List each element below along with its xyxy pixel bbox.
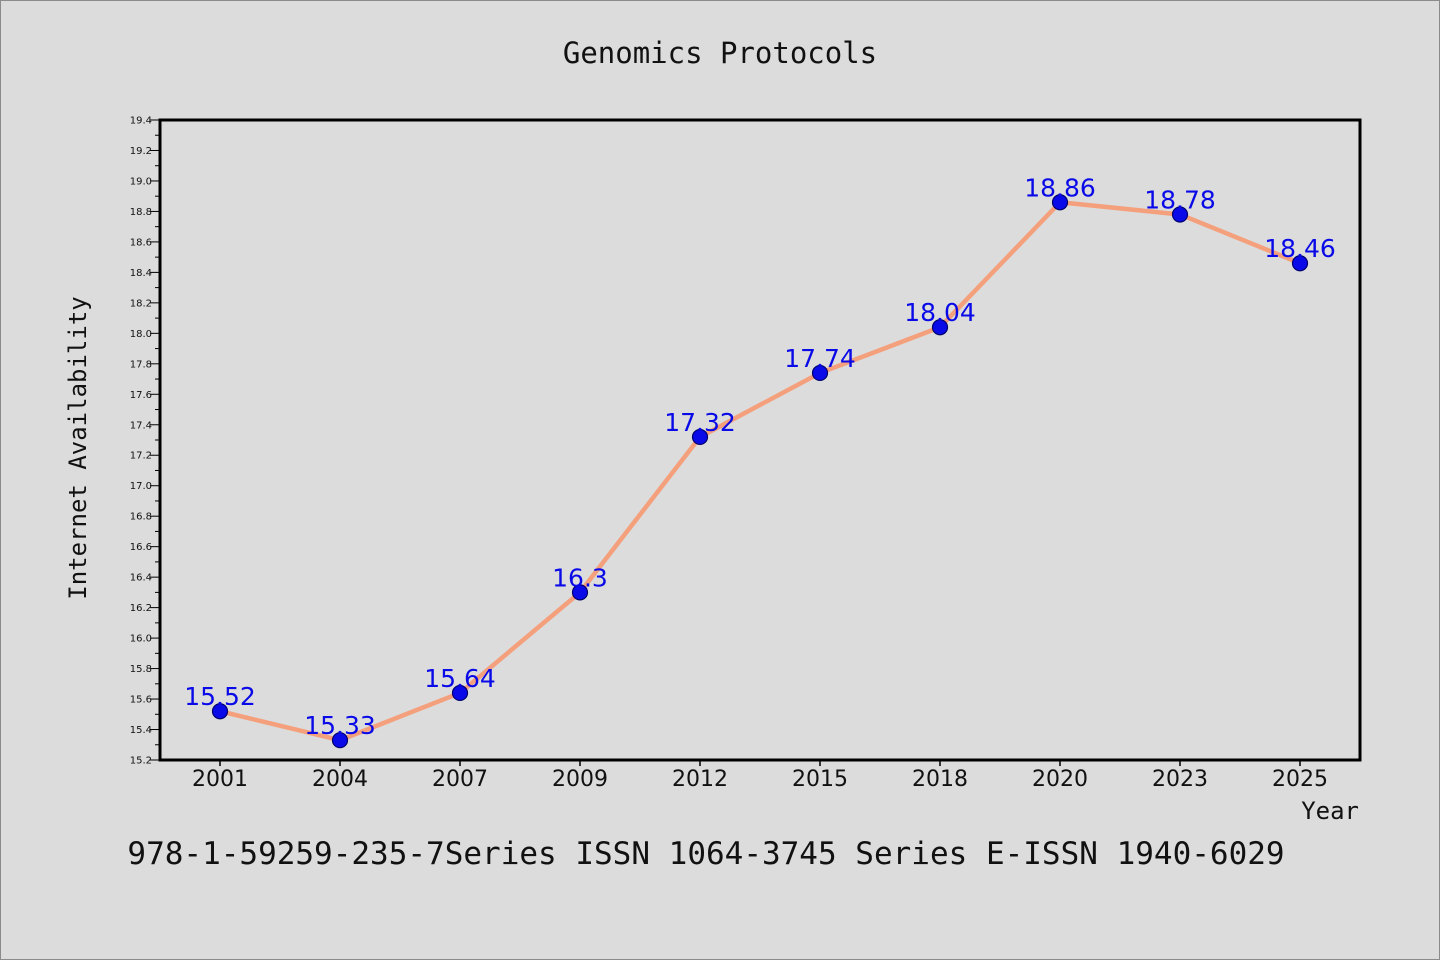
x-tick-label: 2012 <box>672 767 728 792</box>
y-tick-label: 17.6 <box>130 390 152 401</box>
data-label: 18.04 <box>904 298 976 327</box>
y-tick-label: 19.0 <box>130 176 152 187</box>
chart-title: Genomics Protocols <box>563 36 877 70</box>
y-tick-label: 18.0 <box>130 329 152 340</box>
x-tick-label: 2004 <box>312 767 368 792</box>
y-tick-label: 15.4 <box>130 725 152 736</box>
x-axis-ticks: 2001 2004 2007 2009 2012 2015 2018 2020 2023 2025 <box>192 760 1328 792</box>
y-tick-label: 18.6 <box>130 237 152 248</box>
y-tick-label: 16.8 <box>130 512 152 523</box>
data-point <box>571 584 589 601</box>
x-tick-label: 2001 <box>192 767 248 792</box>
data-label: 17.32 <box>664 408 736 437</box>
y-tick-label: 16.6 <box>130 542 152 553</box>
x-tick-label: 2025 <box>1272 767 1328 792</box>
series-line <box>219 200 1301 743</box>
data-point <box>331 732 349 749</box>
data-label: 16.3 <box>552 563 608 592</box>
data-series: 15.52 15.33 15.64 16.3 17.32 17.74 18.04 18.86 1… <box>184 173 1336 749</box>
data-point <box>451 684 469 702</box>
x-tick-label: 2015 <box>792 767 848 792</box>
x-tick-label: 2018 <box>912 767 968 792</box>
x-axis-label: Year <box>1301 797 1359 825</box>
data-point <box>811 364 829 382</box>
data-point <box>1051 194 1069 211</box>
x-tick-label: 2007 <box>432 767 488 792</box>
x-tick-label: 2020 <box>1032 767 1088 792</box>
y-tick-label: 19.4 <box>130 116 152 127</box>
data-label: 15.52 <box>184 682 256 711</box>
y-axis-label: Internet Availability <box>64 296 92 599</box>
y-tick-label: 16.2 <box>130 603 152 614</box>
y-axis-ticks: 15.2 15.4 15.6 15.8 16.0 16.2 16.4 16.6 16.8 17.0… <box>130 116 160 767</box>
data-point <box>691 428 709 446</box>
y-tick-label: 19.2 <box>130 146 152 157</box>
x-tick-label: 2023 <box>1152 767 1208 792</box>
y-tick-label: 18.8 <box>130 207 152 218</box>
y-tick-label: 16.0 <box>130 634 152 645</box>
y-tick-label: 18.2 <box>130 298 152 309</box>
data-label: 18.78 <box>1144 185 1216 214</box>
data-point <box>931 319 949 336</box>
data-point <box>1291 255 1309 272</box>
footer-isbn-issn: 978-1-59259-235-7Series ISSN 1064-3745 S… <box>127 836 1284 872</box>
y-tick-label: 15.2 <box>130 756 152 767</box>
y-tick-label: 16.4 <box>130 573 152 584</box>
y-tick-label: 15.8 <box>130 664 152 675</box>
plot-area <box>158 118 1362 762</box>
data-label: 15.33 <box>304 711 376 740</box>
y-tick-label: 18.4 <box>130 268 152 279</box>
data-point <box>211 703 229 720</box>
data-label: 18.46 <box>1264 234 1336 263</box>
y-tick-label: 17.8 <box>130 359 152 370</box>
y-tick-label: 17.2 <box>130 451 152 462</box>
y-tick-label: 17.0 <box>130 481 152 492</box>
data-label: 18.86 <box>1024 173 1096 202</box>
y-tick-label: 17.4 <box>130 420 152 431</box>
y-tick-label: 15.6 <box>130 695 152 706</box>
data-label: 17.74 <box>784 344 856 373</box>
data-point <box>1171 206 1189 223</box>
data-label: 15.64 <box>424 664 496 693</box>
x-tick-label: 2009 <box>552 767 608 792</box>
